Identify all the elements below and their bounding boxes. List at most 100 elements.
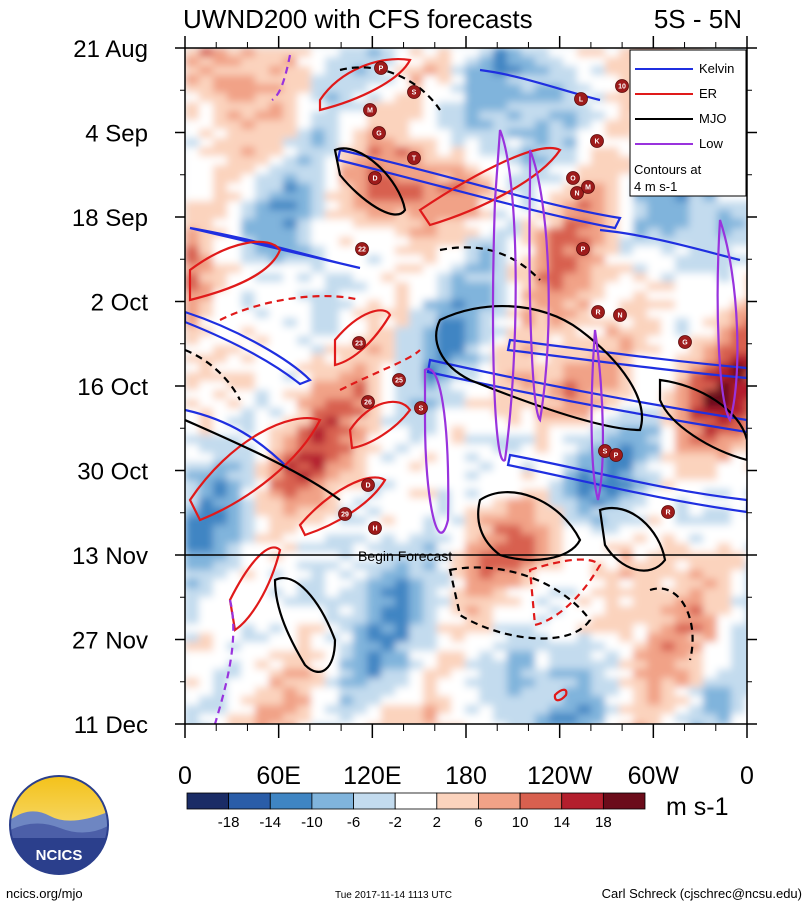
y-tick-label: 21 Aug — [73, 36, 148, 63]
storm-marker — [581, 180, 595, 194]
colorbar-label: 18 — [595, 814, 612, 831]
colorbar-label: 2 — [433, 814, 441, 831]
storm-label: 23 — [355, 341, 363, 348]
wave-contour — [219, 295, 361, 321]
wave-contour — [418, 147, 562, 227]
legend: Kelvin ER MJO Low Contours at 4 m s-1 — [629, 49, 747, 197]
storm-label: K — [594, 139, 599, 146]
colorbar-box — [436, 792, 479, 810]
storm-label: S — [419, 406, 424, 413]
wave-contour — [348, 400, 412, 450]
colorbar-label: -14 — [259, 814, 281, 831]
storm-marker — [361, 478, 375, 492]
wave-contour — [188, 240, 282, 302]
wave-contour — [298, 476, 387, 537]
wave-contour — [188, 417, 322, 522]
wave-contour — [590, 329, 605, 501]
colorbar-box — [602, 792, 646, 810]
colorbar-box — [478, 792, 521, 810]
y-axis: 21 Aug 4 Sep 18 Sep 2 Oct 16 Oct 30 Oct 13 Nov… — [72, 36, 757, 739]
colorbar-label: -10 — [301, 814, 323, 831]
wave-contour — [528, 149, 550, 423]
y-tick-label: 4 Sep — [85, 121, 148, 148]
wave-contour — [185, 418, 341, 501]
colorbar-label: -2 — [389, 814, 402, 831]
storm-label: 22 — [358, 247, 366, 254]
x-tick-label: 0 — [740, 762, 754, 790]
colorbar-label: 6 — [474, 814, 482, 831]
legend-mjo: MJO — [699, 111, 726, 126]
storm-label: M — [367, 108, 373, 115]
storm-marker — [372, 126, 386, 140]
storm-label: O — [570, 176, 576, 183]
storm-marker — [352, 336, 366, 350]
storm-marker — [678, 335, 692, 349]
storm-label: P — [581, 247, 586, 254]
wave-contour — [339, 66, 441, 111]
storm-marker — [368, 171, 382, 185]
wave-contour — [448, 566, 592, 640]
colorbar-label: -6 — [347, 814, 360, 831]
wave-contour — [423, 367, 450, 534]
storm-label: T — [412, 156, 417, 163]
x-axis: 0 60E 120E 180 120W 60W 0 — [178, 36, 754, 790]
y-tick-label: 18 Sep — [72, 205, 148, 232]
colorbar-box — [228, 792, 271, 810]
wave-contour — [185, 348, 241, 401]
colorbar: -18 -14 -10 -6 -2 2 6 10 14 18 — [186, 792, 646, 831]
storm-label: P — [379, 66, 384, 73]
storm-marker — [576, 242, 590, 256]
storm-label: S — [603, 449, 608, 456]
storm-marker — [590, 134, 604, 148]
y-tick-label: 16 Oct — [77, 374, 148, 401]
storm-marker — [368, 521, 382, 535]
wave-contour — [189, 226, 361, 270]
y-tick-label: 2 Oct — [91, 290, 149, 317]
storm-marker — [363, 103, 377, 117]
footer-url: ncics.org/mjo — [6, 886, 83, 901]
colorbar-box — [561, 792, 604, 810]
y-tick-label: 11 Dec — [74, 712, 148, 739]
wave-contour — [185, 310, 312, 386]
storm-label: P — [614, 453, 619, 460]
colorbar-box — [269, 792, 313, 810]
storm-marker — [609, 448, 623, 462]
colorbar-label: -18 — [218, 814, 240, 831]
wave-contour — [506, 453, 747, 514]
wave-contour — [435, 304, 643, 432]
y-tick-label: 13 Nov — [72, 543, 148, 570]
storm-label: H — [372, 526, 377, 533]
wave-contour — [185, 408, 291, 471]
legend-note-2: 4 m s-1 — [634, 179, 677, 194]
legend-note-1: Contours at — [634, 162, 702, 177]
x-tick-label: 0 — [178, 762, 192, 790]
x-tick-label: 60W — [628, 762, 680, 790]
wave-contour — [491, 129, 517, 462]
storm-marker — [414, 401, 428, 415]
storm-marker — [661, 505, 675, 519]
storm-marker — [574, 92, 588, 106]
storm-label: R — [665, 510, 670, 517]
x-tick-label: 120E — [343, 762, 401, 790]
y-tick-label: 30 Oct — [77, 459, 148, 486]
colorbar-box — [186, 792, 230, 810]
colorbar-box — [394, 792, 438, 810]
storm-marker — [591, 305, 605, 319]
wave-contour — [506, 338, 747, 380]
storm-label: 10 — [618, 84, 626, 91]
wave-contour — [228, 546, 282, 632]
storm-label: D — [365, 483, 370, 490]
footer-timestamp: Tue 2017-11-14 1113 UTC — [335, 890, 452, 901]
storm-label: 25 — [395, 378, 403, 385]
wave-contour — [528, 558, 602, 627]
storm-label: S — [412, 90, 417, 97]
wave-contour — [333, 147, 407, 216]
legend-er: ER — [699, 86, 717, 101]
wave-contour — [336, 148, 622, 230]
chart-title: UWND200 with CFS forecasts — [183, 4, 533, 34]
wave-contour — [598, 507, 667, 572]
wave-contour — [213, 599, 235, 724]
wave-contour — [339, 349, 421, 391]
wave-contour — [716, 219, 739, 423]
